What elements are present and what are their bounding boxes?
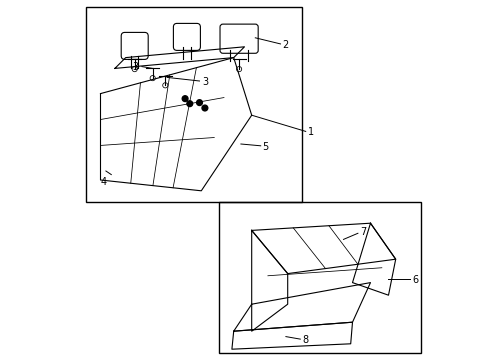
Text: 8: 8 (302, 335, 307, 345)
Text: 7: 7 (359, 227, 365, 237)
Text: 6: 6 (411, 275, 417, 285)
Text: 3: 3 (132, 62, 138, 72)
Text: 1: 1 (307, 127, 313, 137)
Circle shape (196, 100, 202, 105)
Bar (219, 202, 420, 353)
Text: 4: 4 (100, 177, 106, 187)
Text: 5: 5 (262, 141, 268, 152)
Circle shape (202, 105, 207, 111)
Bar (86, 7, 302, 202)
Text: 2: 2 (282, 40, 288, 50)
Circle shape (182, 96, 187, 102)
Circle shape (186, 101, 192, 107)
Text: 3: 3 (202, 77, 208, 87)
